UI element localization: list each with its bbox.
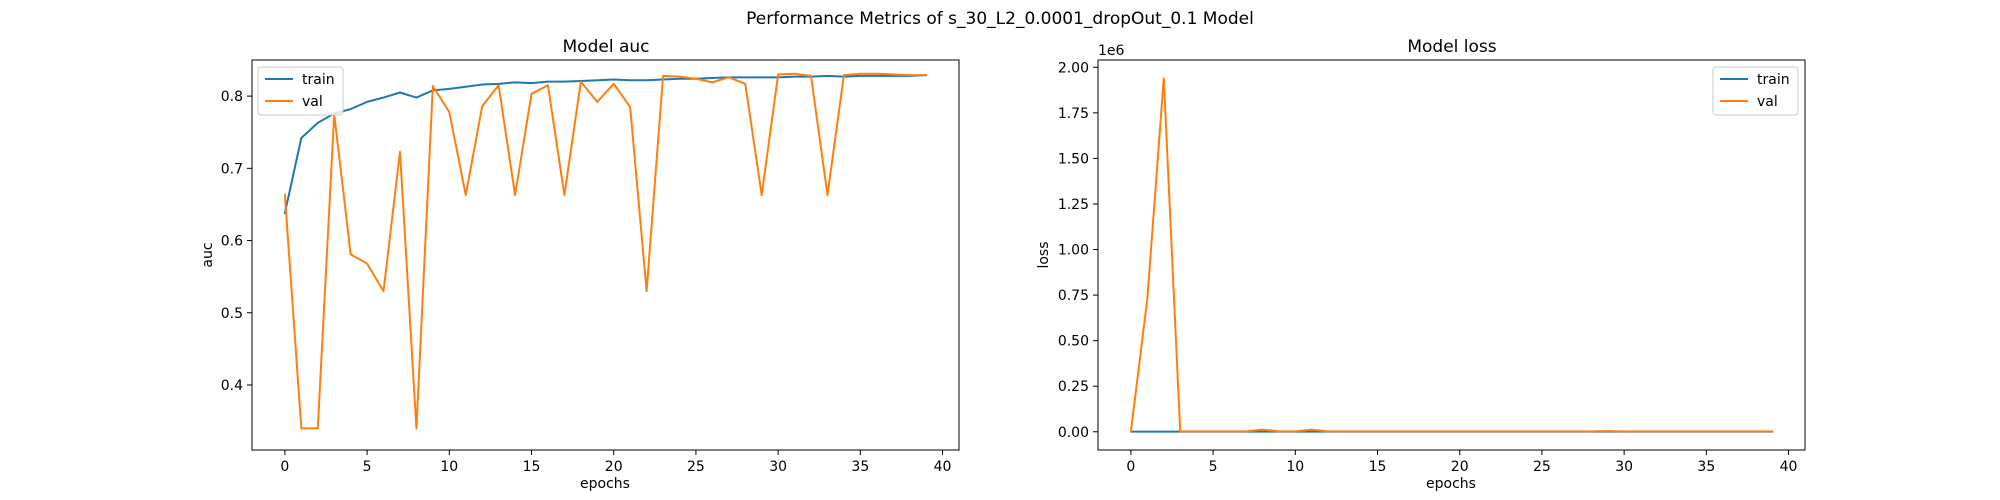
loss-y-tick-label: 0.75 [1058, 288, 1089, 304]
loss-x-tick-label: 35 [1697, 459, 1715, 475]
loss-axes-frame [1097, 59, 1806, 451]
loss-legend-val-label: val [1757, 94, 1778, 110]
auc-x-tick-label: 15 [523, 459, 541, 475]
auc-axes-frame [251, 59, 960, 451]
figure-suptitle: Performance Metrics of s_30_L2_0.0001_dr… [746, 9, 1254, 29]
auc-legend-train-label: train [302, 72, 335, 88]
loss-x-tick-label: 40 [1780, 459, 1798, 475]
loss-x-tick-label: 10 [1286, 459, 1304, 475]
loss-y-tick-label: 1.25 [1058, 197, 1089, 213]
auc-x-tick-label: 0 [280, 459, 289, 475]
loss-x-tick-label: 30 [1615, 459, 1633, 475]
auc-train-series-line [283, 74, 928, 215]
auc-y-tick-label: 0.4 [221, 378, 243, 394]
loss-y-tick-label: 0.25 [1058, 379, 1089, 395]
loss-val-series-line [1129, 77, 1774, 433]
loss-x-tick-label: 5 [1209, 459, 1218, 475]
loss-y-tick-label: 1.50 [1058, 151, 1089, 167]
auc-panel: Model auc 0 5 10 15 20 25 30 35 40 0.4 0.5 0.6 0.7 0.… [200, 37, 960, 492]
loss-x-tick-label: 20 [1451, 459, 1469, 475]
auc-x-tick-label: 40 [934, 459, 952, 475]
loss-y-tick-label: 1.00 [1058, 243, 1089, 259]
auc-x-axis-label: epochs [580, 476, 630, 492]
loss-y-tick-label: 1.75 [1058, 106, 1089, 122]
loss-x-tick-label: 0 [1126, 459, 1135, 475]
loss-x-tick-label: 25 [1533, 459, 1551, 475]
auc-y-tick-label: 0.6 [221, 234, 243, 250]
auc-y-tick-label: 0.8 [221, 89, 243, 105]
loss-legend: train val [1712, 66, 1799, 116]
loss-y-tick-label: 0.50 [1058, 334, 1089, 350]
auc-plot-area: 0 5 10 15 20 25 30 35 40 0.4 0.5 0.6 0.7 0.8 [221, 72, 952, 475]
loss-legend-train-label: train [1757, 72, 1790, 88]
loss-x-tick-label: 15 [1369, 459, 1387, 475]
auc-chart-title: Model auc [563, 37, 650, 57]
auc-x-tick-label: 5 [363, 459, 372, 475]
auc-x-tick-label: 10 [440, 459, 458, 475]
auc-legend: train val [257, 66, 344, 116]
loss-y-tick-label: 0.00 [1058, 425, 1089, 441]
auc-y-tick-label: 0.5 [221, 306, 243, 322]
auc-x-tick-label: 25 [687, 459, 705, 475]
auc-x-tick-label: 30 [769, 459, 787, 475]
loss-offset-text: 1e6 [1098, 43, 1125, 59]
loss-plot-area: 0 5 10 15 20 25 30 35 40 0.00 0.25 0.50 0.75 1.00 1.25… [1058, 60, 1798, 475]
loss-y-tick-label: 2.00 [1058, 60, 1089, 76]
auc-y-tick-label: 0.7 [221, 161, 243, 177]
loss-panel: Model loss 1e6 0 5 10 15 20 25 30 35 400.000.250… [1036, 37, 1806, 492]
auc-y-axis-label: auc [200, 242, 216, 267]
loss-x-axis-label: epochs [1426, 476, 1476, 492]
loss-chart-title: Model loss [1407, 37, 1496, 57]
auc-x-tick-label: 20 [605, 459, 623, 475]
auc-x-tick-label: 35 [851, 459, 869, 475]
loss-y-axis-label: loss [1036, 241, 1052, 268]
auc-val-series-line [283, 72, 928, 430]
auc-legend-val-label: val [302, 94, 323, 110]
